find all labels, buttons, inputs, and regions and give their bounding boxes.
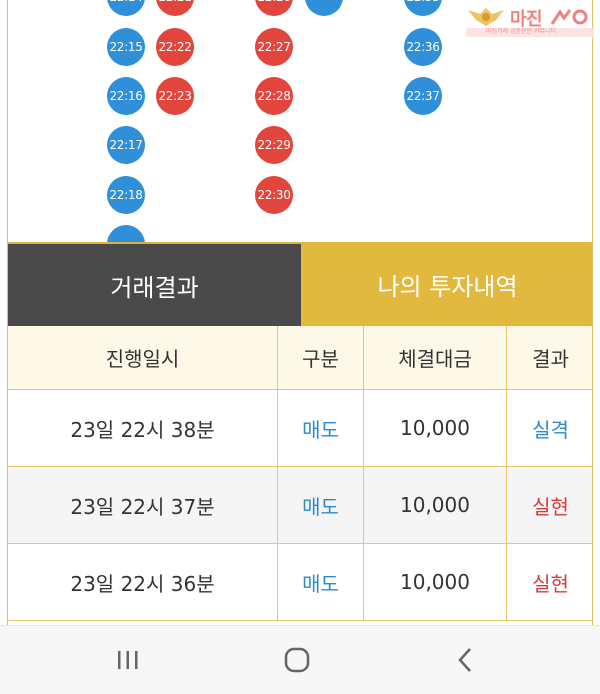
watermark-graphic-icon (550, 9, 588, 25)
header-amount: 체결대금 (364, 326, 507, 389)
row-amount: 10,000 (364, 390, 507, 466)
row-type: 매도 (278, 390, 364, 466)
round-bubble[interactable]: 22:35 (404, 0, 442, 16)
round-bubble[interactable]: 22:18 (107, 176, 145, 214)
recents-icon (118, 651, 138, 669)
row-result: 실현 (532, 494, 569, 519)
table-row: 23일 22시 38분 매도 10,000 실격 (8, 390, 592, 467)
round-bubble[interactable]: 22:28 (255, 77, 293, 115)
round-bubble[interactable] (305, 0, 343, 16)
round-bubble[interactable]: 22:14 (107, 0, 145, 16)
trade-results-table: 진행일시 구분 체결대금 결과 23일 22시 38분 매도 10,000 실격… (8, 326, 592, 621)
round-bubble[interactable]: 22:30 (255, 176, 293, 214)
row-type: 매도 (278, 467, 364, 543)
round-bubble[interactable]: 22:29 (255, 126, 293, 164)
table-row: 23일 22시 37분 매도 10,000 실현 (8, 467, 592, 544)
row-amount: 10,000 (364, 544, 507, 620)
back-icon (458, 648, 471, 672)
round-bubble[interactable]: 22:23 (156, 77, 194, 115)
round-bubble[interactable] (107, 225, 145, 242)
round-bubble[interactable]: 22:15 (107, 28, 145, 66)
android-nav-bar (0, 625, 600, 694)
row-amount: 10,000 (364, 467, 507, 543)
trade-panel: 22:14 22:15 22:16 22:17 22:18 22:21 22:2… (7, 0, 593, 625)
row-date: 23일 22시 37분 (8, 467, 278, 543)
home-button[interactable] (257, 626, 337, 694)
watermark-logo: 마진 마진거래 검증전문 커뮤니티 (466, 6, 594, 37)
row-result: 실현 (532, 571, 569, 596)
header-result: 결과 (532, 347, 569, 371)
recents-button[interactable] (88, 626, 168, 694)
watermark-subtitle: 마진거래 검증전문 커뮤니티 (486, 28, 557, 35)
result-tabs: 거래결과 나의 투자내역 (8, 242, 592, 326)
table-header-row: 진행일시 구분 체결대금 결과 (8, 326, 592, 390)
table-row: 23일 22시 36분 매도 10,000 실현 (8, 544, 592, 621)
round-bubble[interactable]: 22:26 (255, 0, 293, 16)
round-bubble[interactable]: 22:37 (404, 77, 442, 115)
tab-trade-results[interactable]: 거래결과 (8, 242, 301, 326)
home-icon (284, 647, 310, 673)
row-date: 23일 22시 36분 (8, 544, 278, 620)
tab-my-investment-history[interactable]: 나의 투자내역 (301, 242, 592, 326)
round-history-grid: 22:14 22:15 22:16 22:17 22:18 22:21 22:2… (8, 0, 592, 242)
row-date: 23일 22시 38분 (8, 390, 278, 466)
row-result: 실격 (532, 417, 569, 442)
round-bubble[interactable]: 22:22 (156, 28, 194, 66)
watermark-name: 마진 (510, 9, 543, 30)
round-bubble[interactable]: 22:16 (107, 77, 145, 115)
header-type: 구분 (278, 326, 364, 389)
row-type: 매도 (278, 544, 364, 620)
back-button[interactable] (425, 626, 505, 694)
watermark-bar (466, 28, 594, 37)
round-bubble[interactable]: 22:21 (156, 0, 194, 16)
eagle-badge-icon (468, 8, 504, 26)
round-bubble[interactable]: 22:17 (107, 126, 145, 164)
header-date: 진행일시 (8, 326, 278, 389)
round-bubble[interactable]: 22:36 (404, 28, 442, 66)
round-bubble[interactable]: 22:27 (255, 28, 293, 66)
